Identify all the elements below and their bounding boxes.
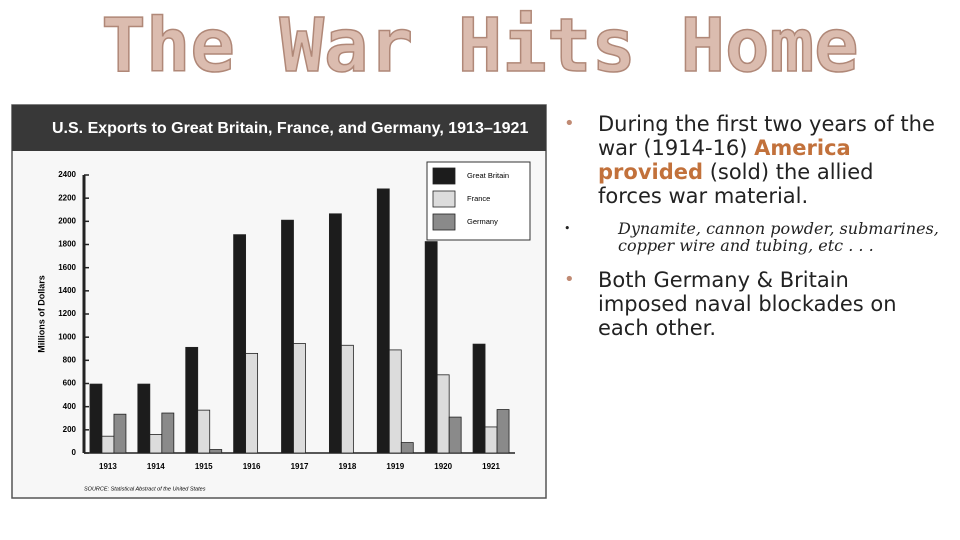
- slide-title: The War Hits Home: [101, 2, 860, 90]
- bar: [340, 344, 354, 454]
- y-tick-label: 200: [63, 425, 77, 434]
- bar: [89, 383, 103, 454]
- bar: [328, 213, 342, 454]
- chart-title: U.S. Exports to Great Britain, France, a…: [52, 120, 528, 137]
- x-tick-label: 1913: [99, 462, 117, 471]
- y-tick-label: 2200: [58, 193, 76, 202]
- bar: [137, 383, 151, 454]
- legend-swatch: [432, 213, 456, 231]
- bar: [400, 442, 414, 454]
- y-tick-label: 0: [72, 448, 77, 457]
- bar: [436, 374, 450, 454]
- bar: [101, 435, 115, 454]
- y-tick-label: 600: [63, 379, 77, 388]
- y-tick-label: 2000: [58, 216, 76, 225]
- bar: [484, 426, 498, 454]
- y-tick-label: 1800: [58, 240, 76, 249]
- bar: [376, 188, 390, 454]
- y-tick-label: 1400: [58, 286, 76, 295]
- legend-label: Germany: [467, 217, 498, 226]
- bullet-highlight: America provided: [598, 136, 851, 184]
- y-axis-label: Millions of Dollars: [36, 275, 46, 353]
- legend-swatch: [432, 190, 456, 208]
- bar: [197, 409, 211, 454]
- bullet-list: During the first two years of the war (1…: [564, 112, 940, 354]
- bullet: Both Germany & Britain imposed naval blo…: [564, 268, 940, 340]
- y-tick-label: 800: [63, 355, 77, 364]
- x-tick-label: 1914: [147, 462, 165, 471]
- bar: [293, 343, 306, 454]
- legend-label: Great Britain: [467, 171, 509, 180]
- bullet-text: (sold) the allied forces war material.: [598, 160, 874, 208]
- bar: [233, 234, 247, 454]
- bar: [149, 434, 163, 454]
- y-tick-label: 1200: [58, 309, 76, 318]
- x-tick-label: 1918: [338, 462, 356, 471]
- x-tick-label: 1916: [243, 462, 261, 471]
- legend-label: France: [467, 194, 490, 203]
- bar: [161, 412, 175, 454]
- bar: [185, 346, 199, 454]
- chart: U.S. Exports to Great Britain, France, a…: [11, 104, 547, 499]
- sub-bullet-list: Dynamite, cannon powder, submarines, cop…: [564, 220, 940, 254]
- bullet: During the first two years of the war (1…: [564, 112, 940, 254]
- bar: [245, 352, 259, 454]
- bar: [281, 219, 294, 454]
- y-tick-label: 1600: [58, 263, 76, 272]
- chart-source: SOURCE: Statistical Abstract of the Unit…: [84, 486, 206, 492]
- x-tick-label: 1920: [434, 462, 452, 471]
- bar: [472, 343, 486, 454]
- bar: [388, 349, 402, 454]
- x-tick-label: 1917: [291, 462, 309, 471]
- sub-bullet: Dynamite, cannon powder, submarines, cop…: [564, 220, 940, 254]
- bar: [448, 416, 462, 454]
- legend-swatch: [432, 167, 456, 185]
- x-tick-label: 1919: [386, 462, 404, 471]
- y-tick-label: 400: [63, 402, 77, 411]
- bar: [496, 409, 510, 454]
- y-tick-label: 2400: [58, 170, 76, 179]
- y-tick-label: 1000: [58, 332, 76, 341]
- x-tick-label: 1915: [195, 462, 213, 471]
- chart-header: [12, 105, 546, 151]
- x-tick-label: 1921: [482, 462, 500, 471]
- bar: [113, 413, 127, 454]
- bar: [209, 449, 223, 454]
- bullet-text: During the first two years of the war (1…: [598, 112, 935, 160]
- bar: [424, 241, 438, 454]
